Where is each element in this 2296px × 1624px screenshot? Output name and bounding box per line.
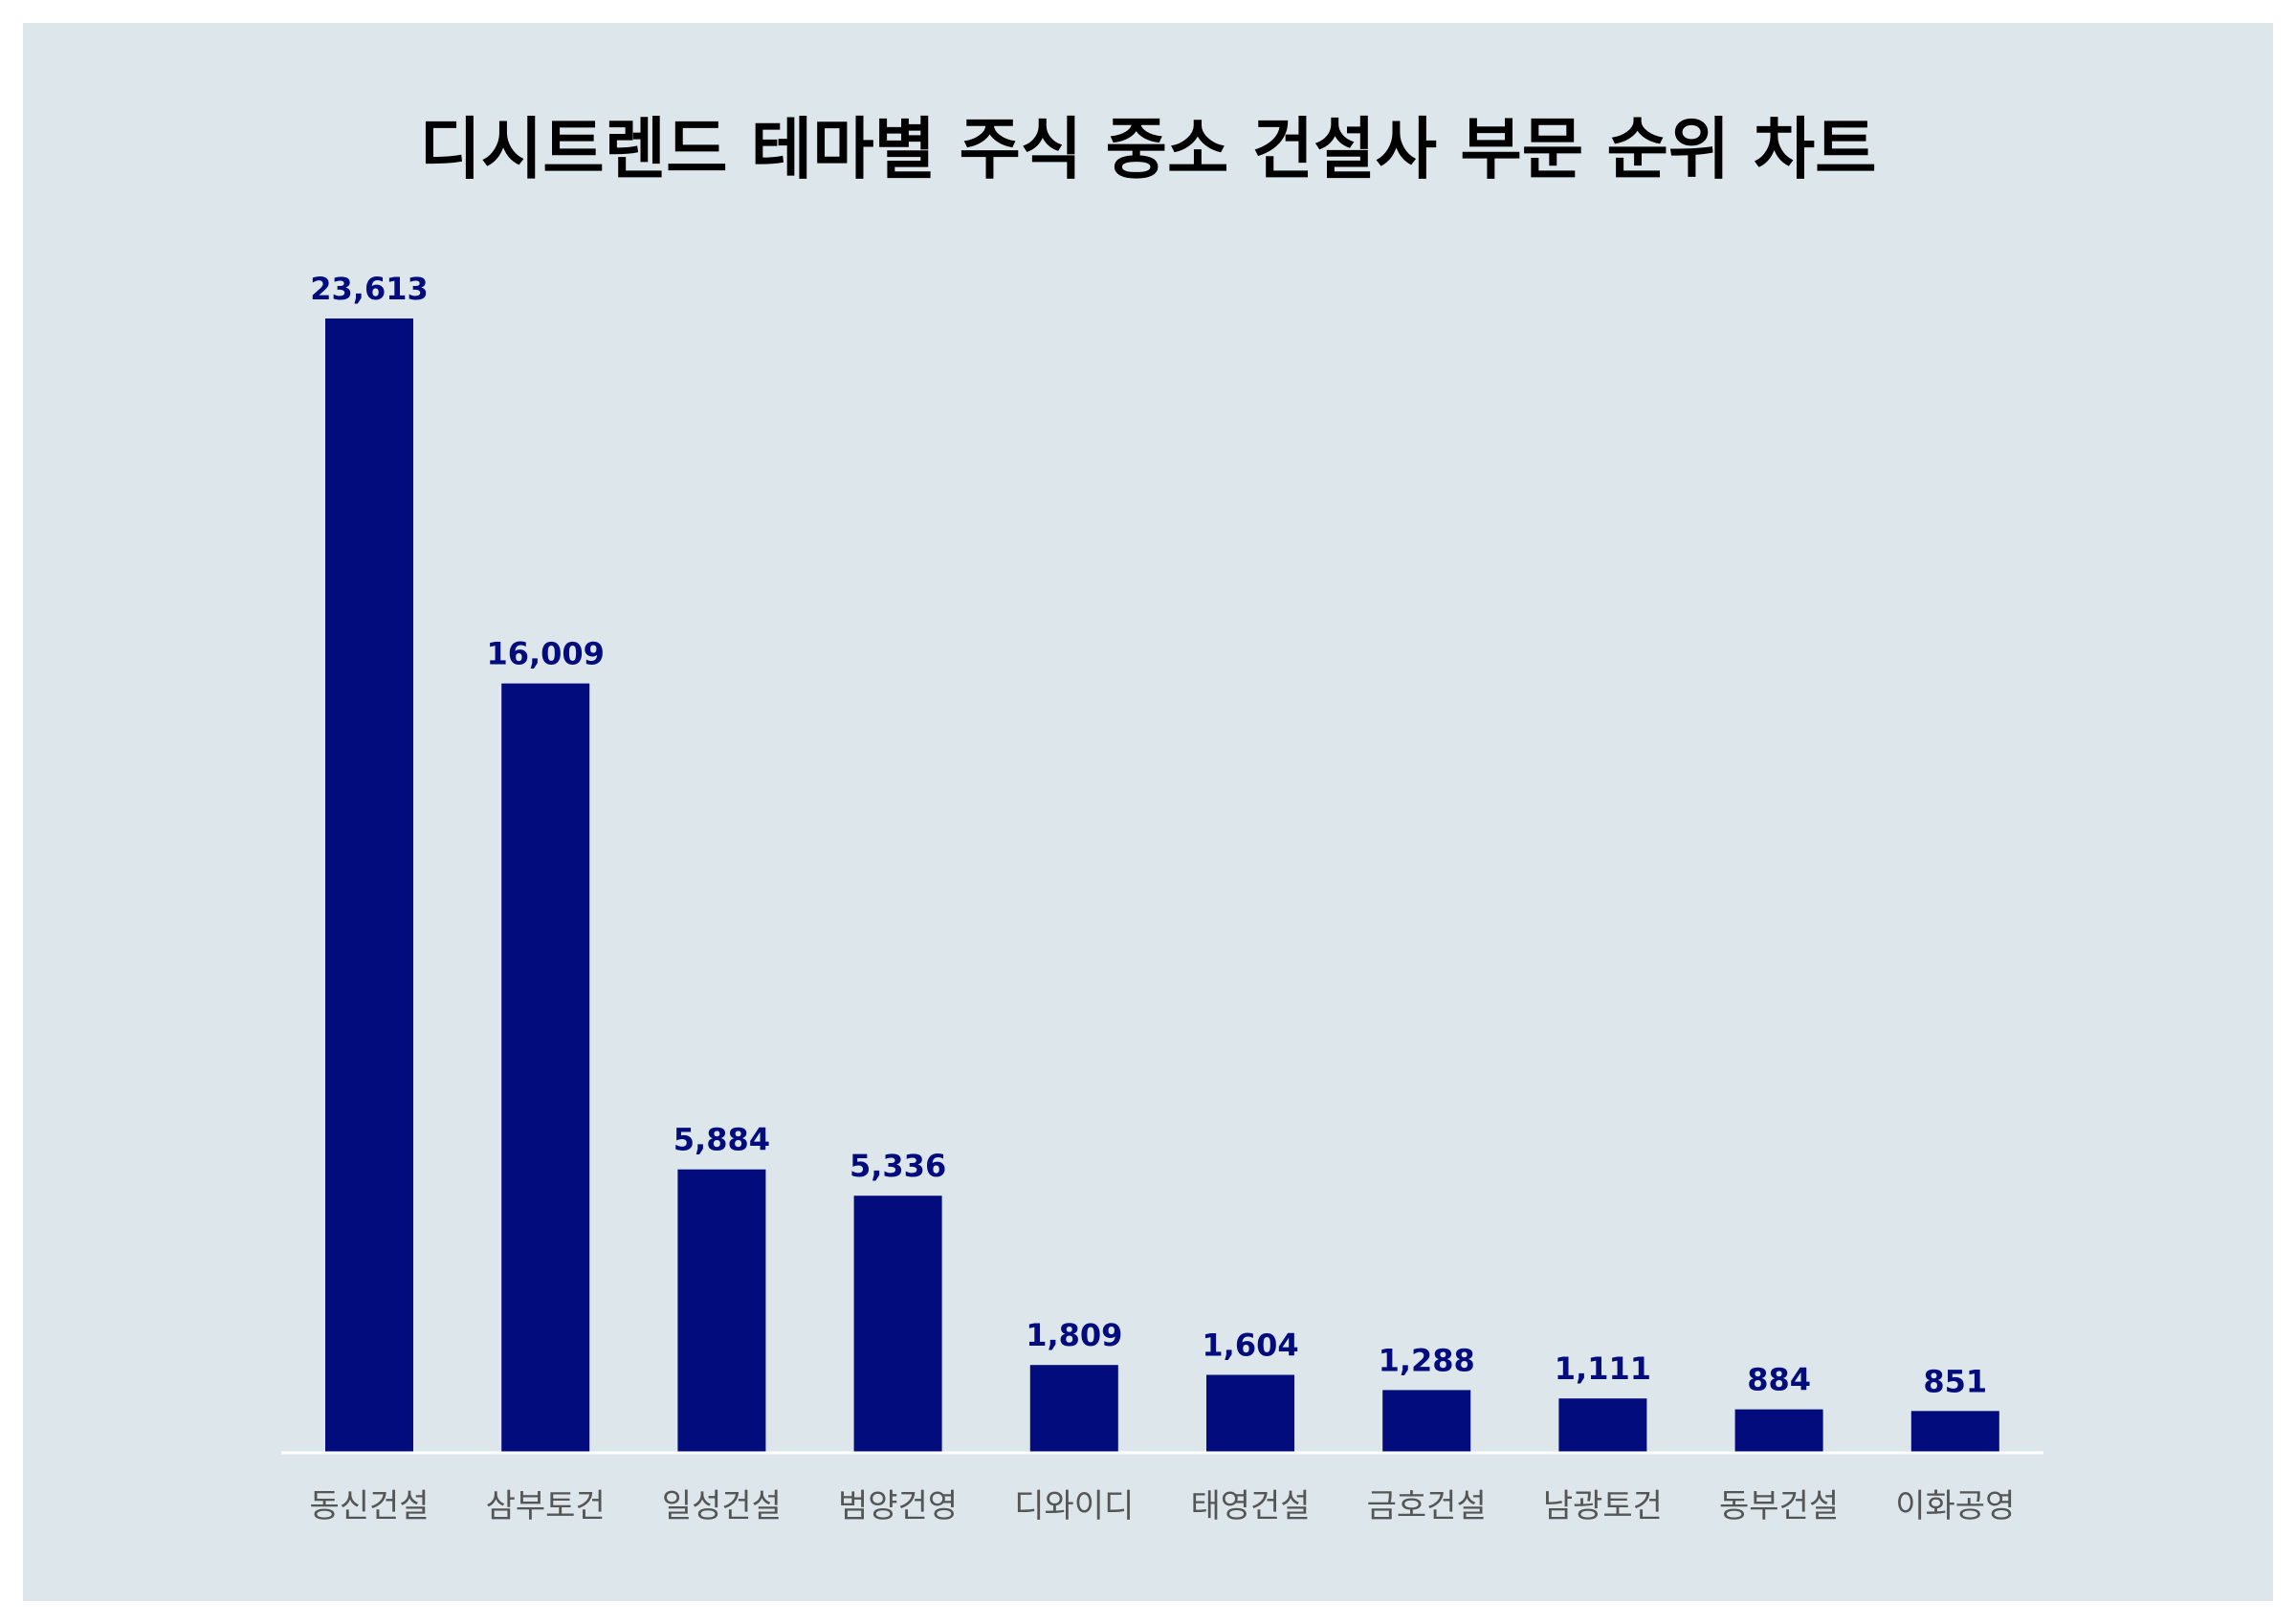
bar [1029,1365,1118,1452]
value-label: 1,604 [1202,1328,1298,1364]
bar [501,683,590,1452]
category-label: 이화공영 [1895,1487,2015,1525]
value-label: 1,288 [1379,1342,1475,1378]
value-label: 1,111 [1555,1350,1651,1387]
category-label: 삼부토건 [486,1487,606,1525]
category-label: 동부건설 [1719,1487,1839,1525]
value-labels-layer: 23,613 16,009 5,884 5,336 1,809 1,604 1,288 1,1… [310,271,1987,1399]
bars-layer [325,318,1999,1452]
bar [1382,1390,1471,1452]
bar [1558,1398,1647,1452]
chart-title: 디시트렌드 테마별 주식 중소 건설사 부문 순위 차트 [419,110,1877,188]
category-label: 디와이디 [1014,1487,1134,1525]
bar [853,1196,942,1452]
value-label: 851 [1923,1363,1987,1399]
bar [1734,1409,1823,1452]
bar [1910,1411,1999,1452]
value-label: 16,009 [486,636,604,672]
value-label: 5,336 [850,1148,946,1184]
value-label: 23,613 [310,271,428,307]
bar [677,1169,766,1452]
category-label: 남광토건 [1543,1487,1663,1525]
bar [1206,1374,1294,1452]
category-labels-layer: 동신건설 삼부토건 일성건설 범양건영 디와이디 태영건설 금호건설 남광토건 동부건설 이화공영 [309,1487,2015,1525]
value-label: 5,884 [673,1122,770,1158]
category-label: 동신건설 [309,1487,429,1525]
category-label: 태영건설 [1190,1487,1310,1525]
category-label: 금호건설 [1367,1487,1487,1525]
value-label: 1,809 [1026,1317,1122,1353]
category-label: 일성건설 [662,1487,782,1525]
category-label: 범양건영 [838,1487,958,1525]
bar [325,318,413,1452]
value-label: 884 [1747,1362,1811,1398]
